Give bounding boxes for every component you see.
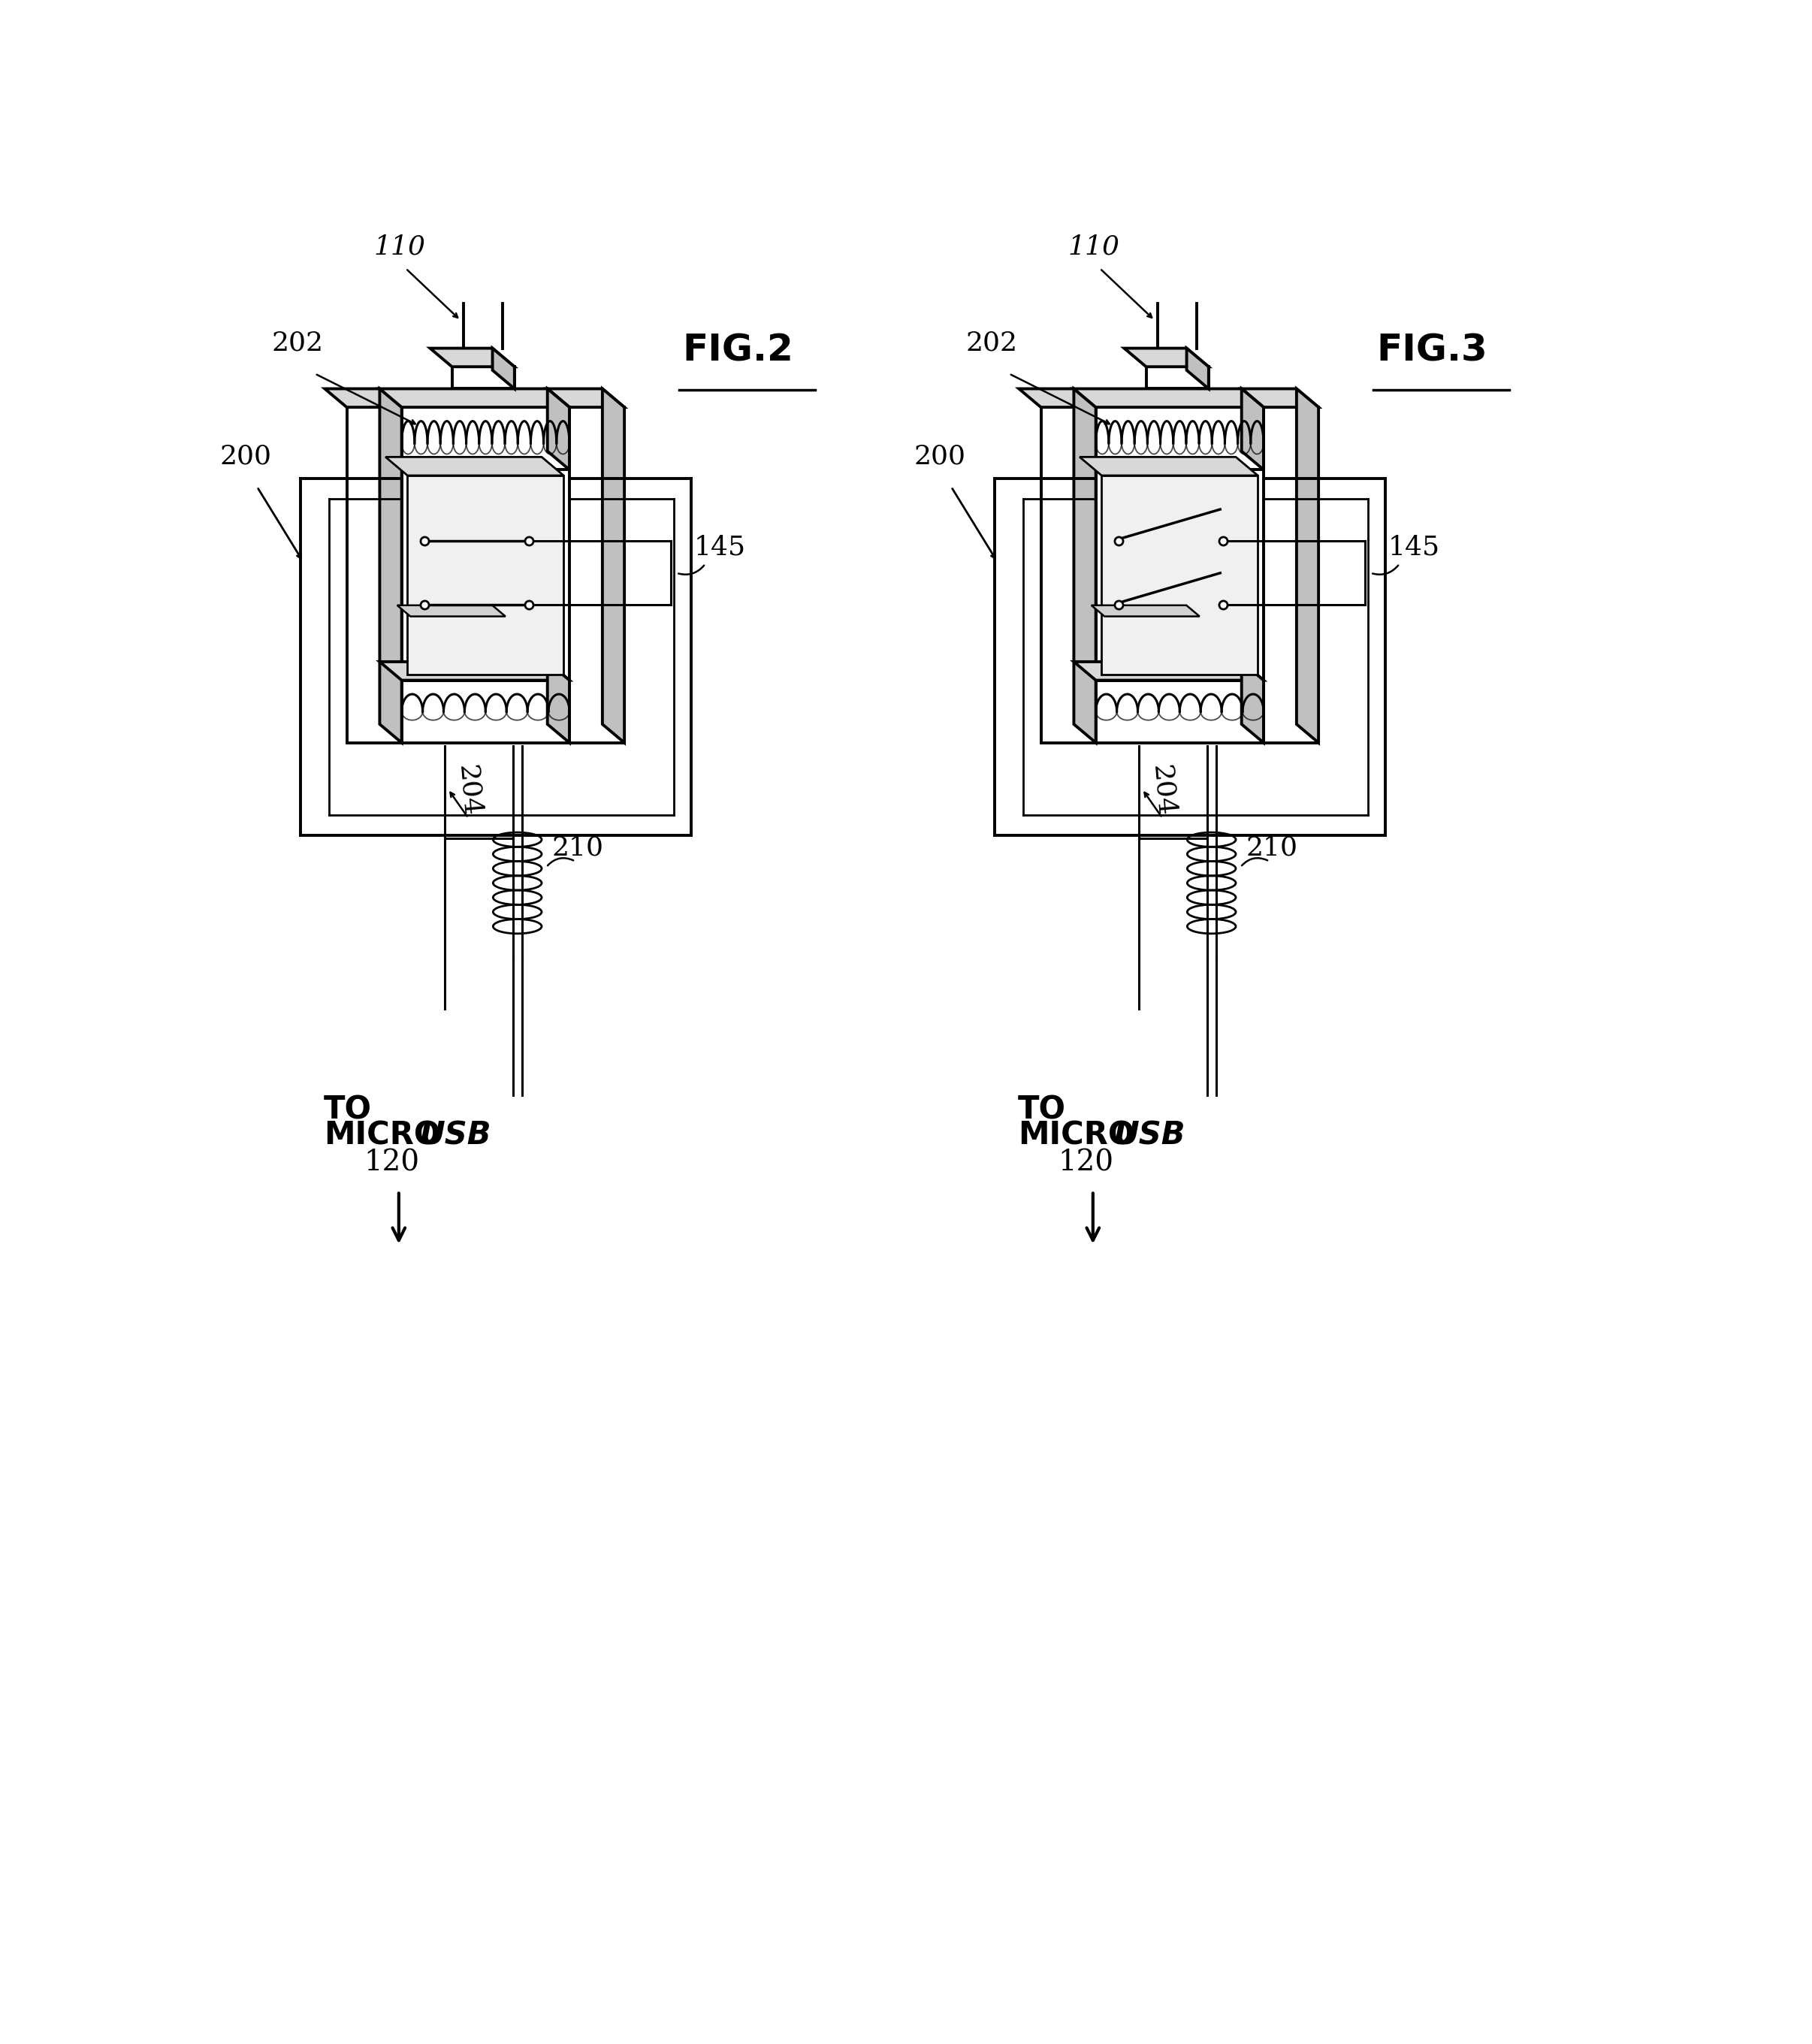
Polygon shape (1080, 458, 1258, 476)
Text: 210: 210 (553, 836, 603, 861)
Polygon shape (569, 407, 625, 742)
Text: TO: TO (324, 1094, 371, 1126)
Polygon shape (402, 681, 569, 742)
Text: MICRO: MICRO (324, 1120, 440, 1151)
Polygon shape (602, 388, 625, 742)
Polygon shape (547, 662, 569, 742)
Polygon shape (1075, 388, 1263, 407)
Polygon shape (1096, 681, 1263, 742)
Polygon shape (397, 605, 506, 617)
Text: 110: 110 (1067, 233, 1120, 260)
Polygon shape (1241, 388, 1263, 470)
Polygon shape (1123, 347, 1209, 366)
Polygon shape (1297, 388, 1319, 742)
Text: 210: 210 (1247, 836, 1297, 861)
Polygon shape (402, 407, 569, 470)
Text: FIG.3: FIG.3 (1377, 333, 1488, 368)
Text: 110: 110 (373, 233, 426, 260)
Polygon shape (381, 388, 569, 407)
Polygon shape (346, 407, 402, 742)
Text: TO: TO (1018, 1094, 1065, 1126)
Text: MICRO: MICRO (1018, 1120, 1134, 1151)
Polygon shape (1241, 662, 1263, 742)
Polygon shape (493, 347, 515, 388)
Polygon shape (1091, 605, 1200, 617)
Polygon shape (381, 662, 569, 681)
Text: 204: 204 (1147, 764, 1178, 818)
Text: USB: USB (419, 1120, 491, 1151)
Polygon shape (1241, 388, 1319, 407)
Polygon shape (451, 366, 515, 388)
Text: 200: 200 (913, 444, 966, 468)
Text: 120: 120 (1058, 1149, 1114, 1177)
Text: 202: 202 (272, 331, 323, 356)
Polygon shape (547, 388, 625, 407)
Text: 204: 204 (453, 764, 484, 818)
Text: 145: 145 (1388, 536, 1441, 560)
Text: FIG.2: FIG.2 (683, 333, 794, 368)
Text: 200: 200 (219, 444, 272, 468)
Polygon shape (547, 388, 569, 470)
Polygon shape (1102, 476, 1258, 675)
Text: 120: 120 (364, 1149, 420, 1177)
Text: USB: USB (1113, 1120, 1185, 1151)
Polygon shape (1075, 662, 1263, 681)
Text: 202: 202 (966, 331, 1018, 356)
Polygon shape (1040, 407, 1096, 742)
Text: 145: 145 (694, 536, 747, 560)
Polygon shape (429, 347, 515, 366)
Polygon shape (386, 458, 564, 476)
Polygon shape (1075, 388, 1096, 742)
Polygon shape (408, 476, 564, 675)
Polygon shape (381, 388, 402, 742)
Polygon shape (1018, 388, 1096, 407)
Polygon shape (1147, 366, 1209, 388)
Polygon shape (324, 388, 402, 407)
Polygon shape (1187, 347, 1209, 388)
Polygon shape (1263, 407, 1319, 742)
Polygon shape (1096, 407, 1263, 470)
